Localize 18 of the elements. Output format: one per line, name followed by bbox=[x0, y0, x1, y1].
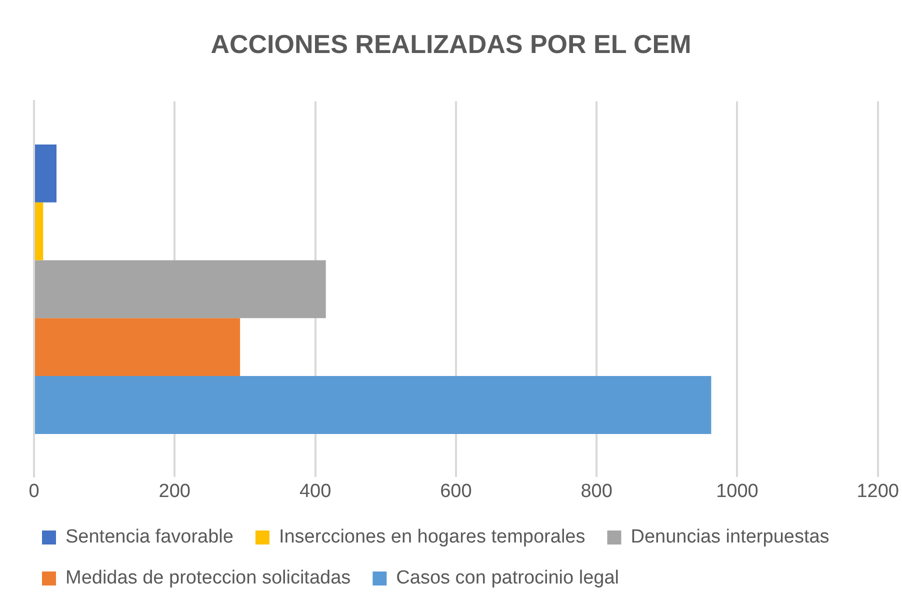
bar bbox=[35, 376, 712, 434]
bar bbox=[35, 144, 57, 202]
x-tick-label: 0 bbox=[28, 480, 40, 502]
bar bbox=[35, 202, 44, 260]
x-tick-label: 600 bbox=[440, 480, 472, 502]
legend-label: Casos con patrocinio legal bbox=[396, 568, 620, 589]
x-tick-label: 800 bbox=[580, 480, 612, 502]
x-tick-label: 1000 bbox=[716, 480, 758, 502]
legend-label: Medidas de proteccion solicitadas bbox=[66, 568, 351, 589]
bar bbox=[35, 318, 240, 376]
bar bbox=[35, 260, 326, 318]
legend-label: Denuncias interpuestas bbox=[630, 526, 830, 548]
legend-label: Sentencia favorable bbox=[66, 526, 234, 548]
legend-label: Insercciones en hogares temporales bbox=[278, 526, 586, 548]
x-tick-label: 1200 bbox=[856, 480, 900, 502]
chart-title: ACCIONES REALIZADAS POR EL CEM bbox=[210, 28, 692, 59]
x-tick-label: 200 bbox=[158, 480, 190, 502]
x-tick-label: 400 bbox=[299, 480, 332, 502]
